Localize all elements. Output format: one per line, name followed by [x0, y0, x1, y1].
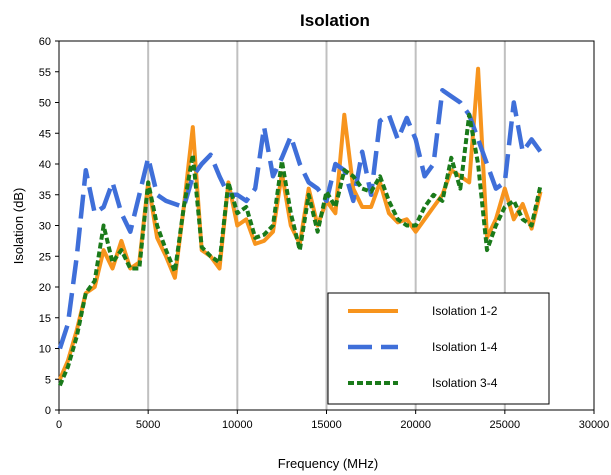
y-tick-label: 5	[45, 374, 51, 386]
x-tick-label: 0	[56, 419, 62, 431]
y-axis-label: Isolation (dB)	[11, 188, 26, 265]
y-tick-label: 60	[39, 36, 51, 48]
y-tick-label: 15	[39, 313, 51, 325]
y-tick-label: 45	[39, 128, 51, 140]
y-tick-label: 25	[39, 251, 51, 263]
y-tick-label: 55	[39, 67, 51, 79]
legend-label: Isolation 3-4	[432, 376, 498, 390]
x-tick-label: 30000	[579, 419, 610, 431]
y-tick-label: 20	[39, 282, 51, 294]
x-tick-label: 5000	[136, 419, 160, 431]
y-tick-label: 30	[39, 221, 51, 233]
y-tick-label: 10	[39, 344, 51, 356]
x-tick-label: 25000	[490, 419, 521, 431]
x-axis-label: Frequency (MHz)	[278, 456, 378, 471]
axis-ticks: 0 5 10 15 20 25 30 35 40 45 50 55 60 0 5000 10000 15000 2…	[39, 36, 610, 431]
y-tick-label: 35	[39, 190, 51, 202]
series-line-2	[57, 87, 543, 350]
legend-label: Isolation 1-4	[432, 340, 498, 354]
series-lines	[57, 66, 543, 387]
y-tick-label: 50	[39, 98, 51, 110]
y-tick-label: 40	[39, 159, 51, 171]
series-line-3	[58, 112, 543, 387]
legend-label: Isolation 1-2	[432, 304, 498, 318]
chart-title: Isolation	[300, 11, 370, 30]
y-tick-label: 0	[45, 405, 51, 417]
legend: Isolation 1-2 Isolation 1-4 Isolation 3-4	[327, 292, 550, 405]
x-tick-label: 15000	[311, 419, 342, 431]
x-tick-label: 20000	[400, 419, 431, 431]
x-tick-label: 10000	[222, 419, 253, 431]
